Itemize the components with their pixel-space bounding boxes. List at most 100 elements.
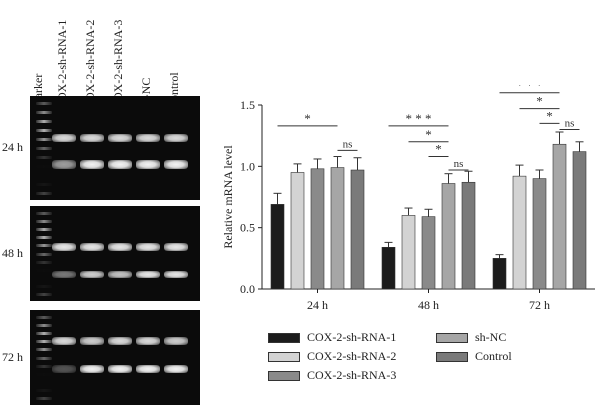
gel-band-lower — [164, 160, 188, 169]
bar — [492, 258, 507, 290]
gel-band-upper — [136, 337, 160, 345]
gel-band-lower — [136, 365, 160, 373]
gel-ladder-band — [36, 212, 52, 215]
gel-panel — [30, 96, 200, 200]
gel-ladder-band — [36, 373, 52, 376]
gel-time-label: 48 h — [2, 245, 23, 260]
chart-annotations: *ns* * ***ns* * ***ns — [277, 85, 580, 171]
gel-ladder-band — [36, 156, 52, 159]
gel-band-upper — [164, 243, 188, 251]
legend-swatch — [268, 371, 300, 382]
gel-ladder-band — [36, 111, 52, 114]
legend-label: Control — [475, 349, 512, 363]
gel-band-upper — [52, 337, 76, 345]
gel-ladder-band — [36, 252, 52, 256]
gel-ladder-band — [36, 316, 52, 319]
gel-ladder-band — [36, 348, 52, 352]
gel-ladder-band — [36, 284, 52, 288]
gel-ladder-band — [36, 388, 52, 392]
gel-band-lower — [136, 160, 160, 169]
bar-chart: 0.0 0.5 1.0 1.5 Relative mRNA level 24 h 48 h 7… — [221, 85, 595, 312]
y-tick-label: 1.5 — [240, 98, 255, 112]
y-tick-label: 0.5 — [240, 221, 255, 235]
gel-ladder-band — [36, 244, 52, 248]
legend-label: COX-2-sh-RNA-1 — [307, 330, 397, 344]
bar — [441, 183, 456, 290]
chart-legend: COX-2-sh-RNA-1 COX-2-sh-RNA-2 COX-2-sh-RNA… — [268, 330, 588, 400]
bar — [381, 246, 396, 290]
bar — [421, 216, 436, 290]
gel-ladder-band — [36, 165, 52, 168]
y-axis-label: Relative mRNA level — [221, 145, 235, 249]
gel-ladder-band — [36, 102, 52, 105]
legend-swatch — [436, 333, 468, 344]
bar — [350, 169, 365, 290]
gel-band-lower — [80, 365, 104, 373]
legend-item: sh-NC — [436, 330, 506, 344]
gel-band-lower — [136, 271, 160, 278]
gel-ladder-band — [36, 356, 52, 360]
legend-item: Control — [436, 349, 512, 363]
legend-label: COX-2-sh-RNA-2 — [307, 349, 397, 363]
gel-ladder-band — [36, 293, 52, 296]
gel-band-upper — [164, 337, 188, 345]
y-tick-label: 0.0 — [240, 282, 255, 296]
gel-band-upper — [108, 243, 132, 251]
legend-item: COX-2-sh-RNA-3 — [268, 368, 396, 382]
significance-label: ns — [454, 158, 464, 170]
bar — [572, 151, 587, 290]
x-tick-label: 72 h — [529, 298, 550, 312]
gel-ladder-band — [36, 138, 52, 141]
gel-band-lower — [52, 365, 76, 373]
bar — [461, 181, 476, 290]
gel-band-upper — [52, 134, 76, 142]
legend-label: sh-NC — [475, 330, 507, 344]
gel-ladder-band — [36, 183, 52, 186]
gel-ladder-band — [36, 364, 52, 368]
significance-label: * — [435, 142, 442, 157]
bar — [552, 143, 567, 290]
gel-band-upper — [164, 134, 188, 142]
bar — [401, 215, 416, 290]
gel-ladder-band — [36, 260, 52, 264]
gel-ladder-band — [36, 397, 52, 400]
gel-band-lower — [108, 160, 132, 169]
gel-panel — [30, 206, 200, 301]
significance-label: * — [425, 127, 432, 142]
gel-ladder-band — [36, 120, 52, 123]
gel-band-lower — [108, 365, 132, 373]
gel-ladder-band — [36, 269, 52, 272]
bar — [290, 172, 305, 290]
bar — [270, 204, 285, 290]
legend-item: COX-2-sh-RNA-2 — [268, 349, 396, 363]
significance-label: ns — [565, 118, 575, 130]
gel-band-lower — [108, 271, 132, 278]
legend-swatch — [268, 333, 300, 344]
gel-ladder-band — [36, 192, 52, 195]
gel-band-upper — [136, 134, 160, 142]
significance-label: * * * — [517, 85, 543, 93]
gel-band-lower — [52, 160, 76, 169]
gel-band-lower — [52, 271, 76, 278]
bar — [310, 168, 325, 290]
gel-ladder-band — [36, 324, 52, 328]
bar — [532, 178, 547, 290]
gel-ladder-band — [36, 220, 52, 224]
bar — [330, 167, 345, 290]
gel-ladder-band — [36, 236, 52, 240]
x-tick-label: 48 h — [418, 298, 439, 312]
chart-bars — [270, 131, 587, 290]
gel-band-upper — [80, 243, 104, 251]
gel-ladder-band — [36, 147, 52, 150]
gel-band-upper — [80, 337, 104, 345]
gel-band-lower — [164, 271, 188, 278]
gel-band-lower — [80, 160, 104, 169]
significance-label: * * * — [406, 111, 432, 126]
gel-ladder-band — [36, 340, 52, 344]
gel-band-upper — [52, 243, 76, 251]
gel-ladder-band — [36, 332, 52, 336]
significance-label: * — [536, 94, 543, 109]
significance-label: ns — [343, 138, 353, 150]
x-tick-label: 24 h — [307, 298, 328, 312]
significance-label: * — [546, 108, 553, 123]
